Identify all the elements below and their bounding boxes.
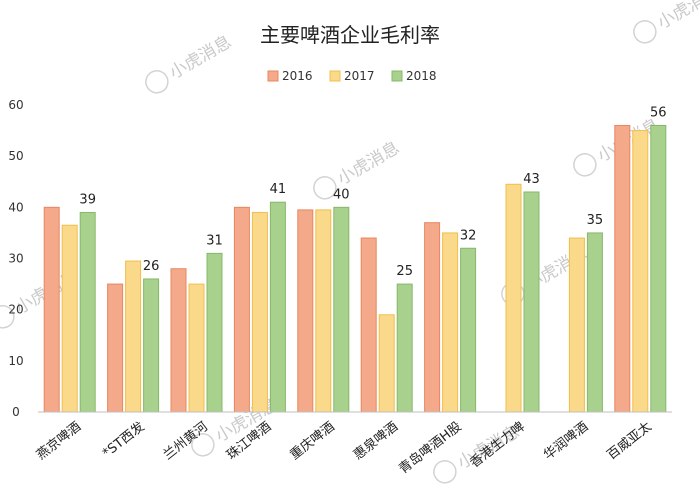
watermark: 小虎消息 — [633, 0, 700, 44]
tiger-logo-icon — [0, 305, 15, 329]
watermark: 小虎消息 — [145, 32, 235, 94]
legend-label-2017: 2017 — [344, 69, 375, 83]
data-label: 40 — [333, 187, 350, 202]
bar-2018-1 — [143, 278, 160, 413]
tiger-logo-icon — [191, 433, 215, 457]
data-label: 25 — [396, 264, 413, 279]
watermark-text: 小虎消息 — [334, 138, 403, 189]
legend-swatch-2016 — [267, 70, 279, 82]
y-tick-label: 10 — [8, 354, 23, 368]
chart-title: 主要啤酒企业毛利率 — [260, 23, 440, 47]
bar-2017-5 — [378, 314, 395, 413]
x-tick-label: 百威亚太 — [605, 419, 655, 463]
y-tick-label: 0 — [12, 405, 20, 419]
bar-2017-3 — [251, 211, 268, 413]
legend-label-2018: 2018 — [406, 69, 437, 83]
bar-2018-2 — [206, 252, 223, 413]
bar-2016-0 — [43, 206, 60, 413]
y-axis: 0 10 20 30 40 50 60 — [8, 98, 23, 419]
y-tick-label: 50 — [8, 149, 23, 163]
bars — [43, 124, 667, 413]
watermark-text: 小虎消息 — [166, 32, 235, 83]
bar-2018-5 — [396, 283, 413, 413]
bar-2017-6 — [442, 232, 459, 413]
bar-2018-8 — [586, 232, 603, 413]
bar-2016-1 — [107, 283, 124, 413]
data-label: 35 — [587, 213, 604, 228]
watermark: 小虎消息 — [313, 138, 403, 200]
legend: 2016 2017 2018 — [267, 69, 437, 83]
bar-2018-6 — [460, 247, 477, 413]
tiger-logo-icon — [573, 153, 597, 177]
x-tick-label: 兰州黄河 — [161, 419, 211, 463]
legend-swatch-2018 — [391, 70, 403, 82]
bar-2016-9 — [614, 124, 631, 413]
data-label: 39 — [79, 192, 96, 207]
y-tick-label: 60 — [8, 98, 23, 112]
x-tick-label: 重庆啤酒 — [287, 419, 338, 464]
data-label: 26 — [143, 259, 160, 274]
data-label: 31 — [206, 233, 223, 248]
bar-2017-4 — [315, 209, 332, 413]
bar-2018-4 — [333, 206, 350, 413]
legend-label-2016: 2016 — [282, 69, 313, 83]
tiger-logo-icon — [313, 176, 337, 200]
data-label: 32 — [460, 228, 477, 243]
x-tick-label: 燕京啤酒 — [34, 419, 84, 463]
bar-2017-2 — [188, 283, 205, 413]
y-tick-label: 30 — [8, 252, 23, 266]
bar-2017-8 — [568, 237, 585, 413]
bar-2016-6 — [424, 222, 441, 413]
x-tick-label: 惠泉啤酒 — [350, 419, 401, 464]
bar-2017-1 — [125, 260, 142, 413]
bar-2016-2 — [170, 268, 187, 413]
legend-swatch-2017 — [329, 70, 341, 82]
x-tick-label: 华润啤酒 — [541, 419, 591, 463]
data-label: 41 — [270, 182, 287, 197]
bar-2017-7 — [505, 183, 522, 413]
data-label: 56 — [650, 105, 667, 120]
x-tick-label: 青岛啤酒H股 — [396, 419, 465, 478]
x-tick-label: *ST西发 — [99, 419, 147, 462]
bar-2018-3 — [269, 201, 286, 413]
tiger-logo-icon — [145, 70, 169, 94]
data-labels: 39 26 31 41 40 25 32 43 35 56 — [79, 105, 666, 279]
bar-2016-4 — [297, 209, 314, 413]
tiger-logo-icon — [633, 20, 657, 44]
bar-2017-0 — [61, 224, 78, 413]
watermark-text: 小虎消息 — [654, 0, 700, 33]
data-label: 43 — [523, 172, 540, 187]
y-tick-label: 40 — [8, 200, 23, 214]
bar-2016-3 — [233, 206, 250, 413]
bar-2018-0 — [79, 211, 96, 413]
y-tick-label: 20 — [8, 303, 23, 317]
bar-2018-7 — [523, 191, 540, 413]
bar-2016-5 — [360, 237, 377, 413]
bar-2018-9 — [650, 124, 667, 413]
bar-2017-9 — [632, 130, 649, 413]
tiger-logo-icon — [433, 460, 457, 484]
